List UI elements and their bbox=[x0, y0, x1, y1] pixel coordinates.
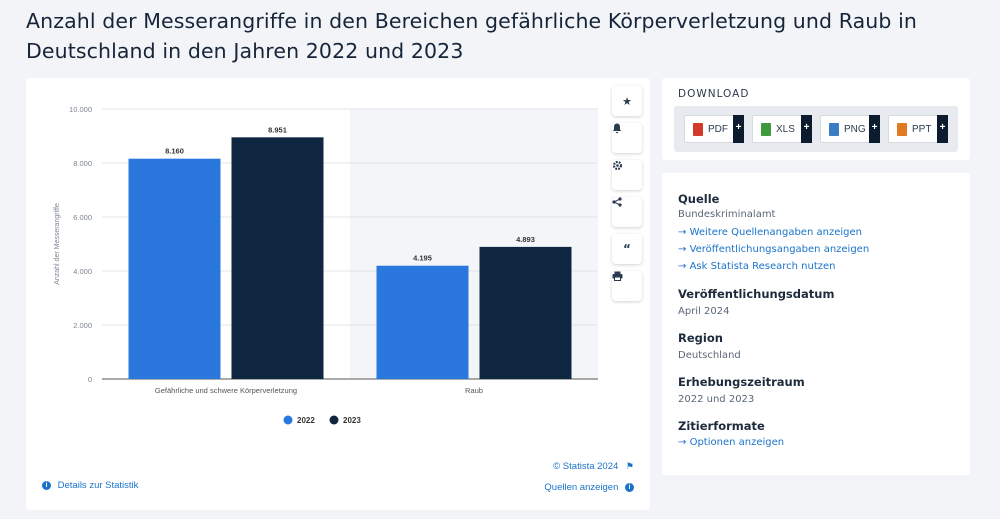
png-label: PNG bbox=[844, 123, 866, 135]
publication-date-heading: Veröffentlichungsdatum bbox=[678, 287, 835, 301]
download-png-button[interactable]: PNG + bbox=[820, 115, 880, 143]
sources-label: Quellen anzeigen bbox=[544, 482, 619, 493]
pdf-label: PDF bbox=[708, 123, 728, 135]
xls-label: XLS bbox=[776, 123, 795, 135]
legend-marker-2022 bbox=[283, 415, 293, 425]
ppt-file-icon bbox=[897, 122, 907, 136]
publication-details-link[interactable]: → Veröffentlichungsangaben anzeigen bbox=[678, 244, 870, 255]
info-icon: i bbox=[42, 480, 51, 490]
legend-label: 2023 bbox=[343, 416, 361, 425]
chart-toolbar: ★ “ bbox=[612, 86, 642, 304]
details-label: Details zur Statistik bbox=[57, 480, 139, 491]
y-tick-label: 8.000 bbox=[73, 159, 92, 168]
download-xls-button[interactable]: XLS + bbox=[752, 115, 812, 143]
print-icon[interactable] bbox=[612, 271, 642, 301]
download-card: DOWNLOAD PDF + XLS + PNG + PPT + bbox=[662, 78, 970, 160]
publication-date-value: April 2024 bbox=[678, 306, 730, 317]
data-label: 4.195 bbox=[413, 254, 432, 263]
bar-2022-1 bbox=[376, 265, 469, 379]
survey-period-heading: Erhebungszeitraum bbox=[678, 375, 805, 389]
download-ppt-button[interactable]: PPT + bbox=[888, 115, 948, 143]
region-heading: Region bbox=[678, 331, 723, 345]
pdf-file-icon bbox=[693, 122, 703, 136]
download-title: DOWNLOAD bbox=[678, 88, 750, 100]
plus-icon[interactable]: + bbox=[801, 115, 812, 143]
arrow-right-icon: → bbox=[678, 244, 687, 255]
x-tick-label: Raub bbox=[465, 386, 483, 395]
y-tick-label: 10.000 bbox=[69, 105, 92, 114]
chart-card: 0 2.000 4.000 6.000 8.000 10.000 Anzahl der Me… bbox=[26, 78, 650, 510]
y-tick-label: 0 bbox=[88, 375, 92, 384]
bar-2023-0 bbox=[231, 137, 324, 379]
arrow-right-icon: → bbox=[678, 261, 687, 272]
citation-heading: Zitierformate bbox=[678, 419, 765, 433]
region-value: Deutschland bbox=[678, 350, 741, 361]
plus-icon[interactable]: + bbox=[937, 115, 948, 143]
download-bar: PDF + XLS + PNG + PPT + bbox=[674, 106, 958, 152]
plus-icon[interactable]: + bbox=[733, 115, 744, 143]
x-tick-label: Gefährliche und schwere Körperverletzung bbox=[155, 386, 297, 395]
y-tick-label: 4.000 bbox=[73, 267, 92, 276]
info-card: Quelle Bundeskriminalamt → Weitere Quell… bbox=[662, 173, 970, 475]
y-tick-label: 6.000 bbox=[73, 213, 92, 222]
copyright-link[interactable]: © Statista 2024 ⚑ bbox=[553, 461, 634, 472]
y-axis-label: Anzahl der Messerangriffe bbox=[54, 203, 61, 285]
source-heading: Quelle bbox=[678, 192, 720, 206]
gear-icon[interactable] bbox=[612, 160, 642, 190]
legend-marker-2023 bbox=[329, 415, 339, 425]
arrow-right-icon: → bbox=[678, 437, 687, 448]
citation-options-link[interactable]: → Optionen anzeigen bbox=[678, 437, 785, 448]
png-file-icon bbox=[829, 122, 839, 136]
legend-label: 2022 bbox=[297, 416, 315, 425]
sources-link[interactable]: Quellen anzeigen i bbox=[544, 482, 634, 493]
share-icon[interactable] bbox=[612, 197, 642, 227]
data-label: 8.160 bbox=[165, 147, 184, 156]
copyright-text: © Statista 2024 bbox=[553, 461, 619, 472]
ask-research-link[interactable]: → Ask Statista Research nutzen bbox=[678, 261, 836, 272]
flag-icon: ⚑ bbox=[625, 461, 634, 471]
plus-icon[interactable]: + bbox=[869, 115, 880, 143]
data-label: 4.893 bbox=[516, 235, 535, 244]
ppt-label: PPT bbox=[912, 123, 932, 135]
quote-icon[interactable]: “ bbox=[612, 234, 642, 264]
more-sources-link[interactable]: → Weitere Quellenangaben anzeigen bbox=[678, 227, 862, 238]
page-title: Anzahl der Messerangriffe in den Bereich… bbox=[26, 9, 917, 63]
source-value: Bundeskriminalamt bbox=[678, 209, 776, 220]
arrow-right-icon: → bbox=[678, 227, 687, 238]
bar-2023-1 bbox=[479, 246, 572, 379]
bell-icon[interactable] bbox=[612, 123, 642, 153]
survey-period-value: 2022 und 2023 bbox=[678, 394, 755, 405]
bar-chart: 0 2.000 4.000 6.000 8.000 10.000 Anzahl der Me… bbox=[54, 105, 598, 425]
y-tick-label: 2.000 bbox=[73, 321, 92, 330]
data-label: 8.951 bbox=[268, 125, 287, 134]
details-link[interactable]: i Details zur Statistik bbox=[42, 480, 138, 491]
bar-2022-0 bbox=[128, 158, 221, 379]
star-icon[interactable]: ★ bbox=[612, 86, 642, 116]
info-icon: i bbox=[625, 482, 634, 492]
download-pdf-button[interactable]: PDF + bbox=[684, 115, 744, 143]
xls-file-icon bbox=[761, 122, 771, 136]
